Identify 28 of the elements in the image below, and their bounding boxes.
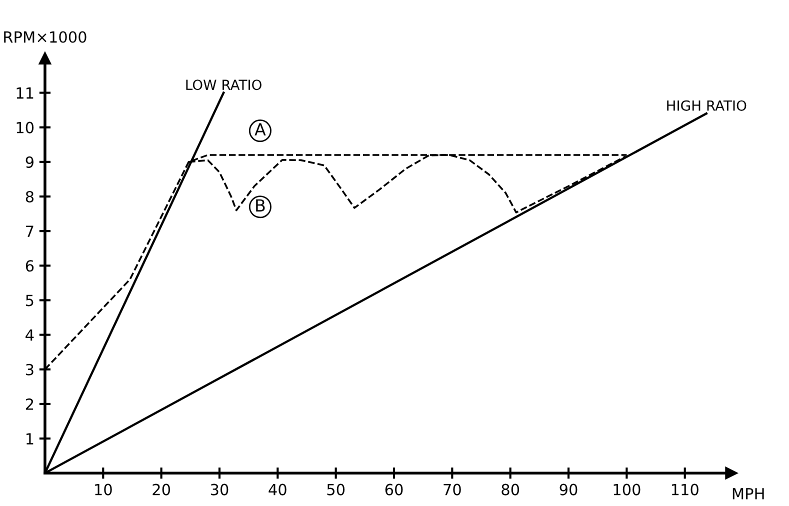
y-tick-label: 2: [26, 398, 34, 410]
series-label: HIGH RATIO: [667, 100, 746, 111]
y-tick-label: 9: [26, 156, 34, 168]
x-tick-label: 20: [152, 484, 170, 496]
x-tick-label: 100: [614, 484, 640, 496]
x-tick-label: 10: [95, 484, 112, 496]
y-axis-title: RPM×1000: [4, 31, 86, 43]
y-tick-label: 6: [26, 260, 34, 272]
y-tick-label: 8: [26, 190, 34, 203]
x-tick-label: 70: [444, 484, 461, 496]
y-tick-label: 4: [26, 329, 34, 341]
x-tick-label: 30: [210, 484, 228, 496]
x-tick-label: 80: [502, 484, 520, 496]
x-axis-title: MPH: [732, 488, 764, 500]
y-tick-label: 5: [26, 294, 34, 306]
y-tick-label: 7: [26, 226, 34, 237]
x-tick-label: 90: [560, 484, 578, 496]
annotation: A: [254, 123, 266, 136]
x-tick-label: 40: [268, 484, 286, 496]
y-tick-label: 3: [26, 364, 34, 376]
x-tick-label: 110: [672, 484, 698, 496]
x-tick-label: 50: [327, 484, 345, 496]
y-tick-label: 11: [16, 87, 34, 99]
y-tick-label: 10: [16, 122, 34, 134]
y-tick-label: 1: [26, 433, 34, 444]
series-label: LOW RATIO: [186, 80, 262, 90]
annotation: B: [256, 199, 265, 212]
x-tick-label: 60: [385, 484, 403, 496]
